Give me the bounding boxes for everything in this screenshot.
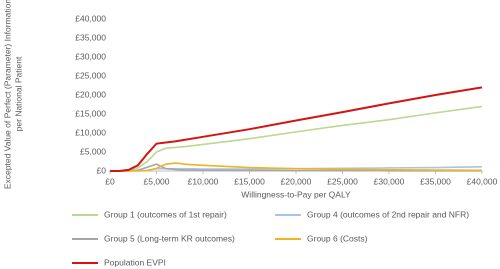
y-tick-label: £15,000 — [75, 108, 106, 118]
legend-label: Group 6 (Costs) — [307, 233, 368, 243]
x-tick-label: £30,000 — [374, 176, 405, 186]
y-tick-label: £25,000 — [75, 70, 106, 80]
y-axis-title: per National Patient — [13, 56, 23, 131]
y-tick-label: £40,000 — [75, 13, 106, 23]
series-line — [110, 86, 483, 172]
y-tick-label: £0 — [97, 165, 107, 175]
x-tick-label: £35,000 — [420, 176, 451, 186]
legend-label: Group 1 (outcomes of 1st repair) — [104, 209, 227, 219]
y-tick-label: £35,000 — [75, 32, 106, 42]
x-tick-label: £20,000 — [281, 176, 312, 186]
y-tick-label: £10,000 — [75, 127, 106, 137]
x-tick-label: £10,000 — [188, 176, 219, 186]
y-tick-label: £30,000 — [75, 51, 106, 61]
y-axis-title: Excepted Value of Perfect (Parameter) In… — [2, 0, 12, 189]
x-tick-label: £15,000 — [234, 176, 265, 186]
legend-label: Population EVPI — [104, 257, 166, 267]
y-tick-label: £20,000 — [75, 89, 106, 99]
y-tick-label: £5,000 — [80, 146, 106, 156]
x-axis-title: Willingness-to-Pay per QALY — [241, 189, 351, 199]
x-tick-label: £0 — [105, 176, 115, 186]
legend-label: Group 5 (Long-term KR outcomes) — [104, 233, 235, 243]
x-tick-label: £5,000 — [144, 176, 170, 186]
series-line — [110, 162, 483, 172]
x-tick-label: £25,000 — [327, 176, 358, 186]
series-line — [110, 105, 483, 172]
x-tick-label: £40,000 — [467, 176, 498, 186]
legend-label: Group 4 (outcomes of 2nd repair and NFR) — [307, 209, 469, 219]
